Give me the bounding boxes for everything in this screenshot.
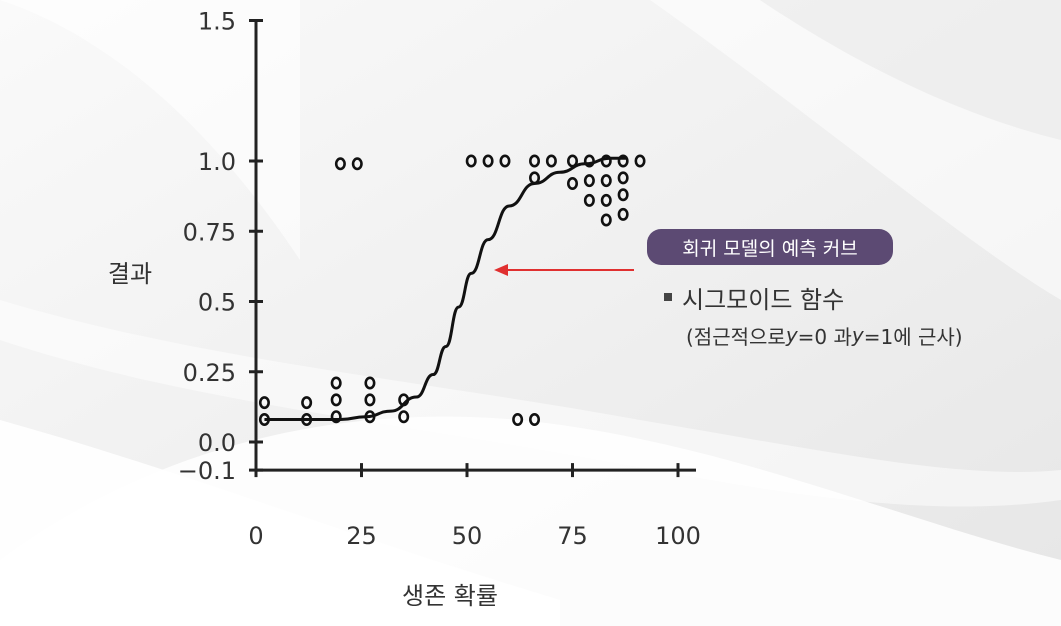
data-point (398, 410, 410, 424)
note-suffix: =1에 근사) (863, 324, 963, 349)
data-point (301, 413, 313, 427)
data-point (334, 157, 346, 171)
data-point (600, 154, 612, 168)
y-tick-label: 0.5 (198, 289, 236, 317)
data-point (351, 157, 363, 171)
data-point (600, 193, 612, 207)
data-point (600, 174, 612, 188)
y-tick-label: 0.25 (183, 359, 236, 387)
scatter-points (258, 154, 646, 427)
data-point (566, 176, 578, 190)
bullet-line: 시그모이드 함수 (664, 280, 844, 314)
callout-label: 회귀 모델의 예측 커브 (647, 229, 893, 265)
data-point (499, 154, 511, 168)
bullet-text: 시그모이드 함수 (682, 285, 845, 314)
x-tick-label: 0 (248, 522, 263, 550)
data-point (512, 413, 524, 427)
y-tick-label: 0.0 (198, 429, 236, 457)
note-prefix: (점근적으로 (686, 324, 786, 349)
note-var-y1: y (785, 323, 798, 347)
data-point (617, 171, 629, 185)
y-axis-label: 결과 (108, 260, 152, 288)
sigmoid-curve (264, 156, 628, 422)
x-tick-label: 75 (557, 522, 588, 550)
data-point (364, 393, 376, 407)
data-point (634, 154, 646, 168)
data-point (258, 413, 270, 427)
data-point (258, 396, 270, 410)
data-point (529, 413, 541, 427)
data-point (398, 393, 410, 407)
data-point (617, 207, 629, 221)
data-point (465, 154, 477, 168)
y-tick-label: 1.5 (198, 8, 236, 36)
y-tick-label: 0.75 (183, 218, 236, 246)
data-point (529, 154, 541, 168)
y-tick-label: −0.1 (178, 457, 236, 485)
callout-arrow (494, 264, 634, 276)
data-point (583, 154, 595, 168)
data-point (330, 393, 342, 407)
x-tick-label: 25 (346, 522, 377, 550)
data-point (583, 193, 595, 207)
y-tick-label: 1.0 (198, 148, 236, 176)
x-axis-label: 생존 확률 (402, 582, 498, 610)
data-point (583, 174, 595, 188)
data-point (330, 376, 342, 390)
data-point (617, 188, 629, 202)
x-tick-label: 50 (452, 522, 483, 550)
data-point (617, 154, 629, 168)
data-point (566, 154, 578, 168)
data-point (482, 154, 494, 168)
note-mid: =0 과 (797, 324, 852, 349)
data-point (600, 213, 612, 227)
ticks: 1.5 1.0 0.75 0.5 0.25 0.0−0.1 0 25 50 75 100 (178, 8, 701, 551)
data-point (364, 376, 376, 390)
arrow-head (494, 264, 508, 276)
bullet-square-icon (664, 293, 672, 301)
data-point (301, 396, 313, 410)
note-var-y2: y (851, 323, 864, 347)
asymptote-note: (점근적으로 y =0 과 y =1에 근사) (686, 320, 963, 350)
x-tick-label: 100 (655, 522, 701, 550)
data-point (364, 410, 376, 424)
data-point (529, 171, 541, 185)
data-point (545, 154, 557, 168)
axes (254, 20, 696, 472)
data-point (330, 410, 342, 424)
